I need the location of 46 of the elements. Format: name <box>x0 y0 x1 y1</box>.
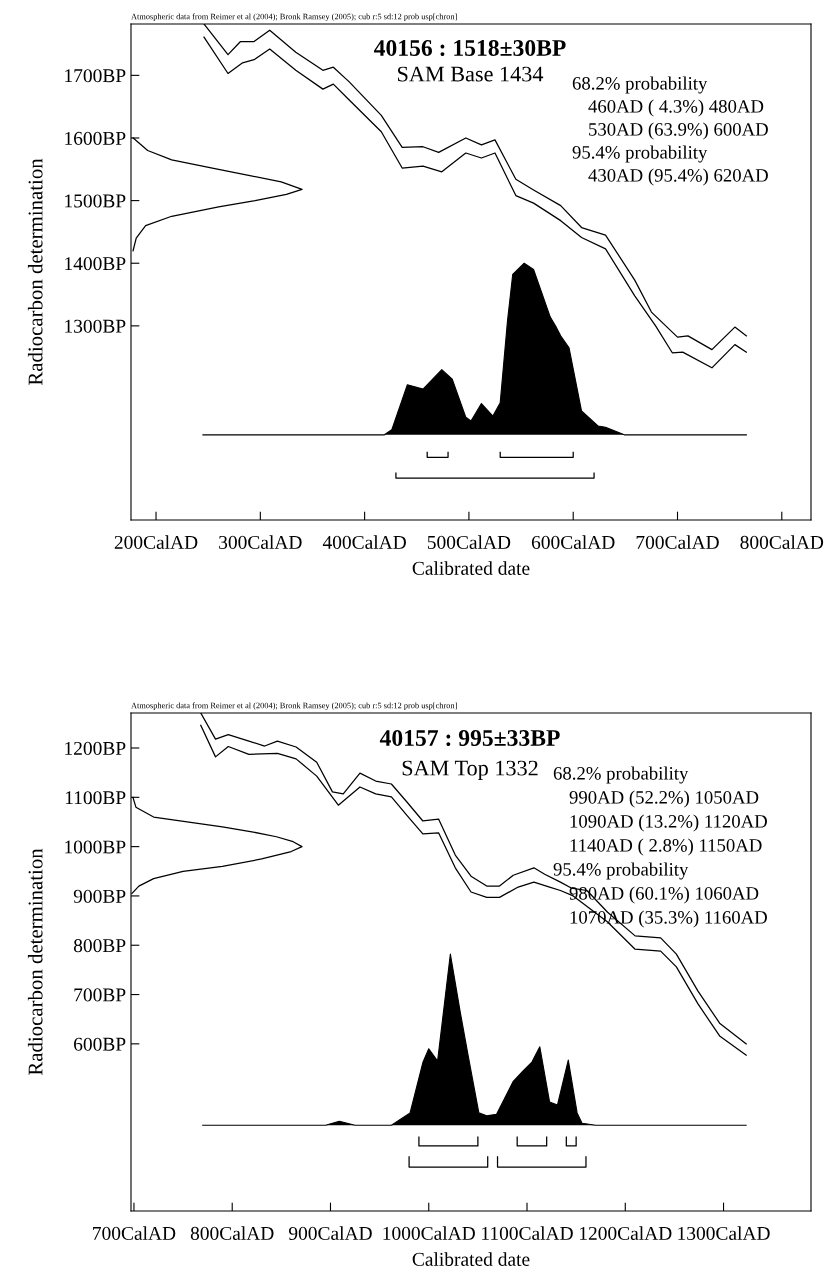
y-tick-label: 1600BP <box>65 131 126 145</box>
x-tick-label: 600CalAD <box>531 535 615 549</box>
annotation: 430AD (95.4%) 620AD <box>588 168 768 186</box>
y-tick-label: 800BP <box>73 939 126 953</box>
x-tick-label: 800CalAD <box>740 535 824 549</box>
y-tick-label: 1300BP <box>65 319 126 333</box>
x-tick-label: 1000CalAD <box>383 1226 475 1240</box>
text: SAM Top 1332 <box>402 760 538 781</box>
x-tick-label: 400CalAD <box>322 535 406 549</box>
annotation: 1140AD ( 2.8%) 1150AD <box>570 838 762 856</box>
annotation: 990AD (52.2%) 1050AD <box>569 790 759 808</box>
text: 40156 : 1518±30BP <box>374 39 566 57</box>
x-axis-title: Calibrated date <box>412 1252 530 1266</box>
annotation: 68.2% probability <box>553 766 689 784</box>
x-tick-label: 700CalAD <box>636 535 719 549</box>
annotation: 460AD ( 4.3%) 480AD <box>588 99 764 117</box>
y-tick-label: 1000BP <box>65 840 126 854</box>
y-tick-label: 600BP <box>74 1037 126 1051</box>
y-tick-label: 900BP <box>73 889 126 903</box>
text: SAM Base 1434 <box>398 66 544 82</box>
annotation: 95.4% probability <box>572 145 708 163</box>
text: Atmospheric data from Reimer et al (2004); Bronk Ramsey (2005); cub r:5 sd:12 prob usp[chron] <box>131 13 457 22</box>
x-tick-label: 1100CalAD <box>482 1226 573 1240</box>
y-tick-label: 1500BP <box>65 194 126 208</box>
x-tick-label: 300CalAD <box>219 535 302 549</box>
x-tick-label: 800CalAD <box>190 1226 274 1240</box>
y-tick-label: 1100BP <box>65 791 126 805</box>
y-tick-label: 700BP <box>74 988 126 1002</box>
x-tick-label: 900CalAD <box>288 1226 372 1240</box>
annotation: 1090AD (13.2%) 1120AD <box>570 814 767 832</box>
y-tick-label: 1400BP <box>65 257 126 271</box>
x-tick-label: 1300CalAD <box>678 1226 770 1240</box>
x-tick-label: 500CalAD <box>427 535 511 549</box>
text: Atmospheric data from Reimer et al (2004); Bronk Ramsey (2005); cub r:5 sd:12 prob usp[chron] <box>131 702 457 711</box>
x-tick-label: 200CalAD <box>114 535 198 549</box>
x-tick-label: 700CalAD <box>93 1226 176 1240</box>
y-axis-title: Radiocarbon determination <box>27 848 43 1076</box>
y-tick-label: 1700BP <box>65 69 126 83</box>
y-axis-title: Radiocarbon determination <box>27 158 43 386</box>
text: 40157 : 995±33BP <box>379 729 560 747</box>
annotation: 95.4% probability <box>553 862 689 880</box>
annotation: 530AD (63.9%) 600AD <box>589 122 768 140</box>
annotation: 68.2% probability <box>572 76 708 94</box>
y-tick-label: 1200BP <box>65 741 126 755</box>
x-tick-label: 1200CalAD <box>580 1226 672 1240</box>
x-axis-title: Calibrated date <box>412 561 530 575</box>
